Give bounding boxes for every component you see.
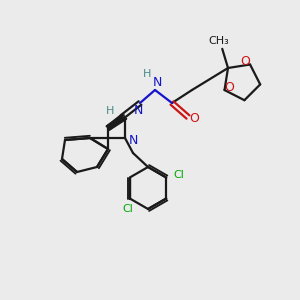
Text: Cl: Cl [174, 170, 184, 181]
Text: O: O [189, 112, 199, 124]
Text: Cl: Cl [122, 203, 133, 214]
Text: H: H [143, 69, 151, 79]
Text: O: O [240, 55, 250, 68]
Text: N: N [152, 76, 162, 88]
Text: H: H [106, 106, 114, 116]
Text: CH₃: CH₃ [208, 36, 229, 46]
Text: N: N [133, 103, 143, 116]
Text: O: O [225, 81, 234, 94]
Text: N: N [128, 134, 138, 148]
